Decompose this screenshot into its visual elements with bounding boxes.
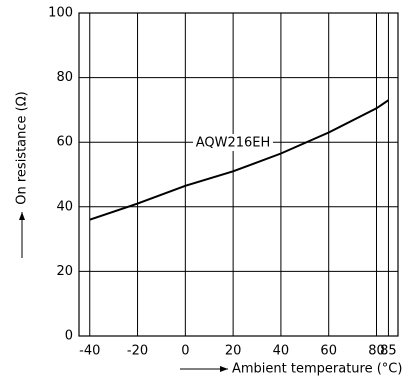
x-tick-label: 85 [380, 344, 397, 359]
y-tick-label: 20 [56, 264, 73, 279]
data-line [89, 99, 390, 221]
y-tick-label: 80 [56, 70, 73, 85]
y-tick-label: 0 [65, 329, 73, 344]
x-tick-label: 40 [273, 344, 290, 359]
label-background [193, 134, 273, 151]
x-axis-label: Ambient temperature (°C) [232, 362, 402, 377]
y-tick-label: 100 [48, 6, 73, 21]
series-label: AQW216EH [196, 136, 271, 151]
x-tick-label: 60 [320, 344, 337, 359]
x-tick-label: 80 [368, 344, 385, 359]
x-tick-label: 0 [181, 344, 189, 359]
y-tick-label: 40 [56, 199, 73, 214]
plot-frame [78, 12, 399, 337]
x-tick-label: 20 [225, 344, 242, 359]
x-tick-label: -20 [127, 344, 148, 359]
y-tick-label: 60 [56, 135, 73, 150]
y-axis-label: On resistance (Ω) [15, 91, 30, 204]
x-tick-label: -40 [79, 344, 100, 359]
